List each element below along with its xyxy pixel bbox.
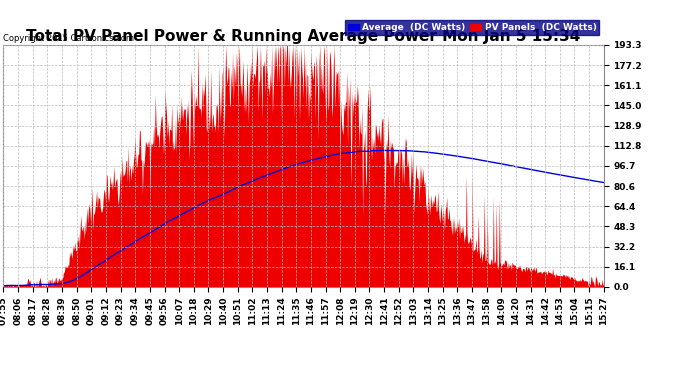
Text: Copyright 2015 Cartronics.com: Copyright 2015 Cartronics.com (3, 34, 135, 43)
Legend: Average  (DC Watts), PV Panels  (DC Watts): Average (DC Watts), PV Panels (DC Watts) (345, 21, 599, 35)
Title: Total PV Panel Power & Running Average Power Mon Jan 5 15:34: Total PV Panel Power & Running Average P… (26, 29, 581, 44)
